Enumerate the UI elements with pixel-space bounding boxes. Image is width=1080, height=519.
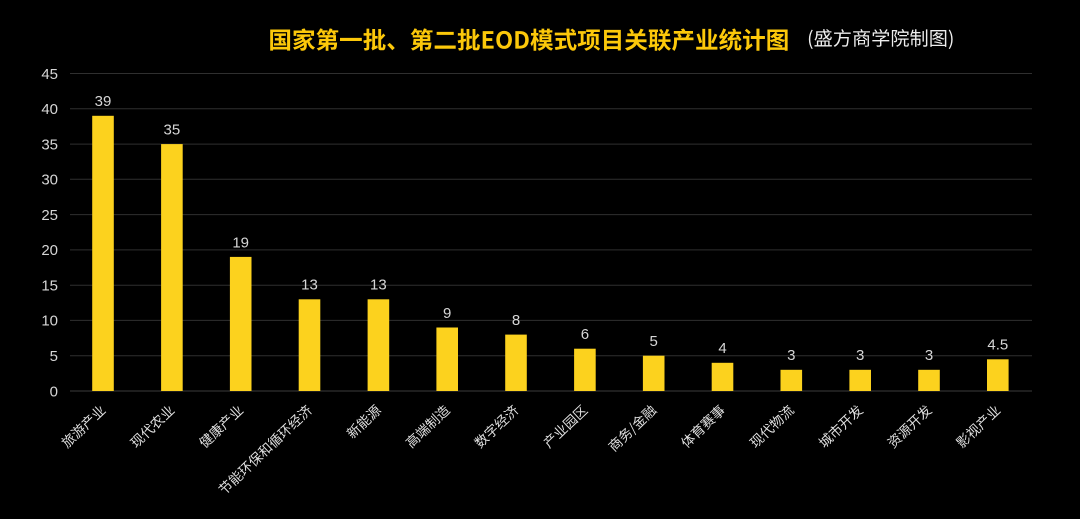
svg-text:25: 25 xyxy=(41,207,58,224)
svg-text:6: 6 xyxy=(581,326,589,343)
svg-text:40: 40 xyxy=(41,101,58,118)
svg-text:39: 39 xyxy=(95,93,112,110)
svg-text:35: 35 xyxy=(164,122,181,139)
svg-text:35: 35 xyxy=(41,136,58,153)
svg-text:13: 13 xyxy=(370,277,387,294)
svg-text:5: 5 xyxy=(50,348,58,365)
svg-text:19: 19 xyxy=(232,234,249,251)
svg-text:4: 4 xyxy=(718,340,726,357)
svg-text:3: 3 xyxy=(787,347,795,364)
svg-text:10: 10 xyxy=(41,313,58,330)
svg-text:13: 13 xyxy=(301,277,318,294)
svg-text:30: 30 xyxy=(41,172,58,189)
svg-text:5: 5 xyxy=(650,333,658,350)
svg-text:0: 0 xyxy=(50,383,58,400)
svg-text:3: 3 xyxy=(856,347,864,364)
svg-text:15: 15 xyxy=(41,278,58,295)
svg-text:8: 8 xyxy=(512,312,520,329)
svg-text:45: 45 xyxy=(41,66,58,83)
svg-text:4.5: 4.5 xyxy=(987,337,1008,354)
svg-text:9: 9 xyxy=(443,305,451,322)
svg-text:20: 20 xyxy=(41,242,58,259)
svg-text:3: 3 xyxy=(925,347,933,364)
